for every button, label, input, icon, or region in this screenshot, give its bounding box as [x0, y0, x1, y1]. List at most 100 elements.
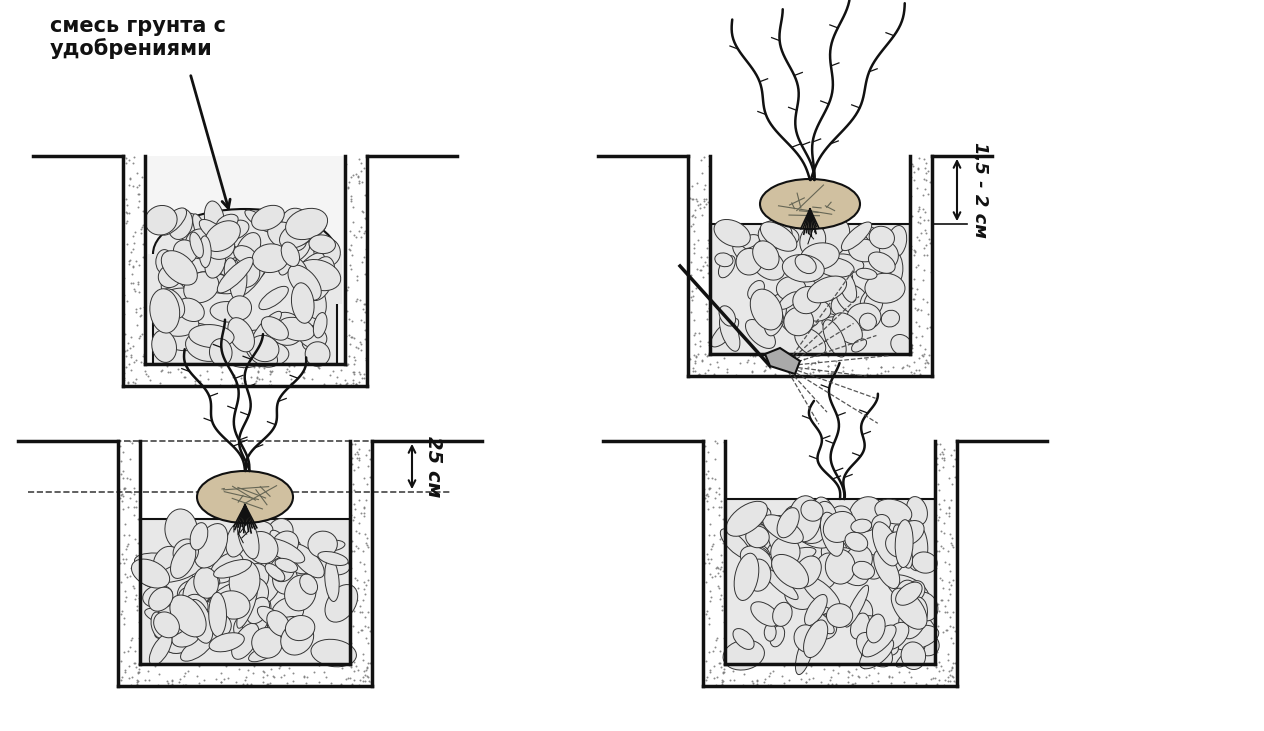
Point	[335, 256, 355, 268]
Point	[353, 606, 373, 618]
Point	[169, 676, 190, 688]
Point	[681, 220, 702, 232]
Ellipse shape	[799, 254, 818, 294]
Point	[939, 675, 959, 686]
Point	[695, 440, 715, 452]
Point	[712, 561, 732, 572]
Point	[344, 351, 364, 363]
Point	[114, 483, 134, 495]
Point	[116, 344, 137, 356]
Point	[355, 324, 375, 336]
Point	[178, 665, 198, 677]
Point	[124, 562, 144, 574]
Point	[253, 676, 273, 688]
Point	[820, 675, 841, 686]
Ellipse shape	[779, 292, 799, 309]
Point	[293, 371, 313, 383]
Ellipse shape	[183, 576, 206, 611]
Point	[133, 219, 153, 231]
Point	[747, 678, 767, 689]
Point	[198, 658, 219, 670]
Point	[943, 541, 963, 553]
Ellipse shape	[848, 239, 880, 262]
Point	[932, 594, 952, 605]
Ellipse shape	[276, 558, 297, 572]
Point	[726, 370, 746, 382]
Point	[118, 645, 138, 656]
Point	[340, 226, 360, 238]
Point	[277, 363, 297, 375]
Point	[345, 355, 365, 366]
Point	[942, 661, 962, 673]
Point	[110, 493, 130, 504]
Ellipse shape	[186, 229, 215, 259]
Point	[356, 314, 377, 325]
Point	[747, 675, 767, 687]
Ellipse shape	[155, 344, 173, 361]
Point	[305, 667, 325, 678]
Point	[743, 357, 763, 368]
Point	[120, 570, 140, 582]
Point	[341, 239, 362, 251]
Point	[257, 678, 277, 689]
Ellipse shape	[209, 592, 226, 637]
Point	[906, 183, 927, 194]
Point	[116, 591, 137, 602]
Point	[700, 553, 720, 565]
Point	[901, 243, 921, 255]
Point	[129, 663, 149, 675]
Point	[119, 529, 139, 540]
Point	[841, 369, 861, 381]
Ellipse shape	[852, 561, 875, 580]
Point	[940, 611, 961, 623]
Point	[116, 680, 137, 692]
Point	[684, 238, 704, 250]
Point	[340, 673, 360, 684]
Point	[693, 260, 713, 272]
Point	[685, 357, 705, 369]
Ellipse shape	[825, 549, 856, 584]
Point	[345, 448, 365, 460]
Point	[248, 359, 268, 371]
Ellipse shape	[297, 274, 326, 319]
Point	[233, 678, 253, 690]
Point	[742, 677, 762, 689]
Ellipse shape	[188, 599, 212, 643]
Point	[713, 513, 733, 525]
Point	[211, 675, 231, 687]
Ellipse shape	[278, 616, 310, 628]
Point	[828, 348, 848, 360]
Ellipse shape	[779, 301, 808, 333]
Point	[341, 332, 362, 344]
Point	[162, 675, 182, 687]
Ellipse shape	[295, 216, 324, 245]
Point	[345, 378, 365, 390]
Point	[710, 501, 731, 512]
Point	[688, 234, 708, 246]
Point	[120, 173, 140, 185]
Point	[343, 620, 363, 632]
Point	[698, 472, 718, 484]
Point	[939, 583, 959, 594]
Point	[714, 632, 734, 644]
Point	[906, 261, 927, 273]
Ellipse shape	[217, 257, 253, 293]
Point	[283, 675, 303, 686]
Ellipse shape	[145, 205, 177, 235]
Point	[198, 659, 219, 670]
Point	[112, 548, 133, 560]
Point	[128, 537, 148, 549]
Point	[346, 274, 367, 286]
Point	[343, 374, 363, 385]
Point	[119, 660, 139, 672]
Point	[344, 464, 364, 476]
Ellipse shape	[889, 575, 920, 610]
Point	[124, 482, 144, 494]
Ellipse shape	[805, 255, 843, 289]
Point	[336, 673, 356, 685]
Point	[354, 316, 374, 327]
Point	[913, 349, 933, 361]
Point	[109, 679, 129, 691]
Ellipse shape	[846, 532, 867, 551]
Point	[356, 367, 377, 379]
